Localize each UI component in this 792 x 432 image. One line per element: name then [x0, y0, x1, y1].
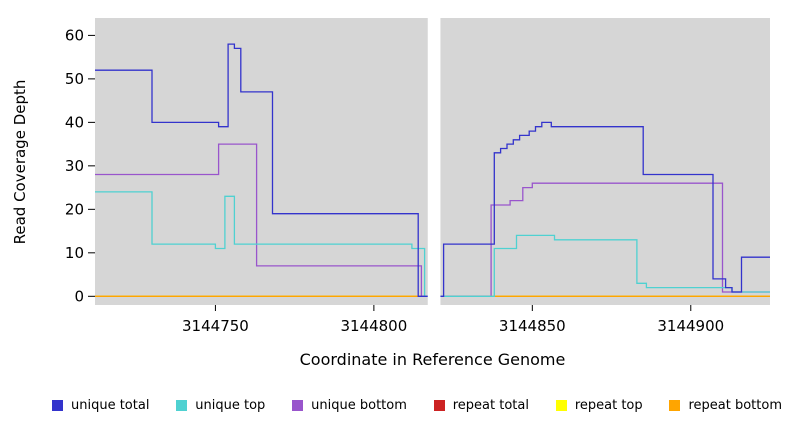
- legend-label: repeat top: [574, 398, 643, 413]
- legend-label: unique total: [71, 398, 150, 413]
- legend-item-repeat-total: repeat total: [433, 398, 529, 413]
- x-tick-label: 3144850: [499, 317, 566, 335]
- legend: unique total unique top unique bottom repea…: [52, 398, 782, 413]
- series-line-unique-bottom: [95, 143, 770, 297]
- legend-swatch-icon: [433, 400, 445, 411]
- plot-area: 3144750 3144800 3144850 3144900 0 10 20 30 40 50 6…: [65, 17, 770, 335]
- x-tick-label: 3144800: [340, 317, 407, 335]
- legend-label: unique bottom: [311, 398, 407, 413]
- y-tick-label: 10: [65, 244, 84, 262]
- legend-label: repeat bottom: [688, 398, 782, 413]
- series-line-unique-top: [95, 191, 770, 297]
- legend-swatch-icon: [176, 400, 188, 411]
- no-data-gap: [427, 17, 441, 306]
- legend-swatch-icon: [669, 400, 681, 411]
- y-tick-label: 60: [65, 26, 84, 44]
- legend-swatch-icon: [52, 400, 63, 411]
- legend-label: repeat total: [452, 398, 529, 413]
- y-tick-label: 30: [65, 157, 84, 175]
- y-tick-label: 20: [65, 200, 84, 218]
- legend-item-repeat-top: repeat top: [555, 398, 643, 413]
- legend-item-unique-bottom: unique bottom: [292, 398, 407, 413]
- legend-item-unique-top: unique top: [176, 398, 265, 413]
- y-tick-label: 40: [65, 113, 84, 131]
- y-tick-label: 50: [65, 70, 84, 88]
- y-tick-label: 0: [74, 287, 84, 305]
- legend-swatch-icon: [292, 400, 304, 411]
- x-tick-label: 3144750: [182, 317, 249, 335]
- legend-swatch-icon: [555, 400, 567, 411]
- legend-item-unique-total: unique total: [52, 398, 149, 413]
- x-axis-label: Coordinate in Reference Genome: [299, 350, 566, 369]
- x-tick-label: 3144900: [657, 317, 724, 335]
- legend-label: unique top: [195, 398, 266, 413]
- series-line-unique-total: [95, 43, 770, 297]
- legend-item-repeat-bottom: repeat bottom: [669, 398, 782, 413]
